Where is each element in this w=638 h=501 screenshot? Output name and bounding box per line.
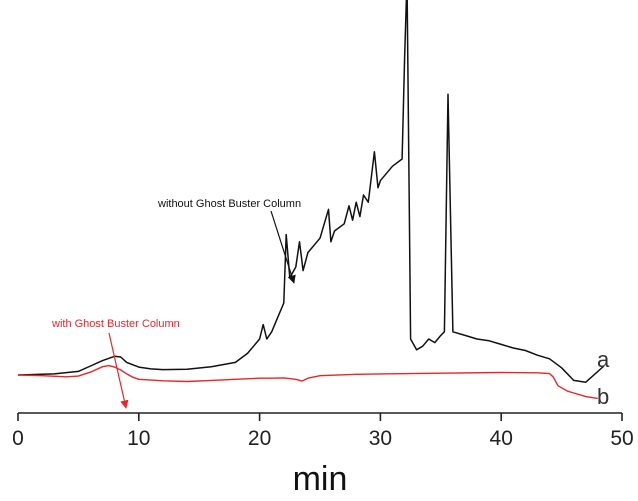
trace-label-b: b (597, 384, 609, 409)
annotation-arrow-a (270, 210, 296, 284)
x-axis-label: min (293, 460, 348, 498)
x-tick-label-0: 0 (12, 427, 24, 450)
annotation-arrow-b (108, 332, 129, 409)
series-line-a (17, 0, 605, 383)
series-layer (17, 0, 605, 400)
x-tick-label-50: 50 (610, 427, 633, 450)
x-tick-label-40: 40 (490, 427, 513, 450)
trace-label-a: a (597, 347, 610, 372)
series-line-b (17, 364, 598, 400)
x-tick-label-20: 20 (248, 427, 271, 450)
x-axis-ticks: 0 10 20 30 40 50 (12, 413, 634, 450)
x-tick-label-10: 10 (127, 427, 150, 450)
annotation-without-ghost-buster: without Ghost Buster Column (157, 198, 301, 210)
annotation-with-ghost-buster: with Ghost Buster Column (51, 318, 180, 330)
x-tick-label-30: 30 (369, 427, 392, 450)
